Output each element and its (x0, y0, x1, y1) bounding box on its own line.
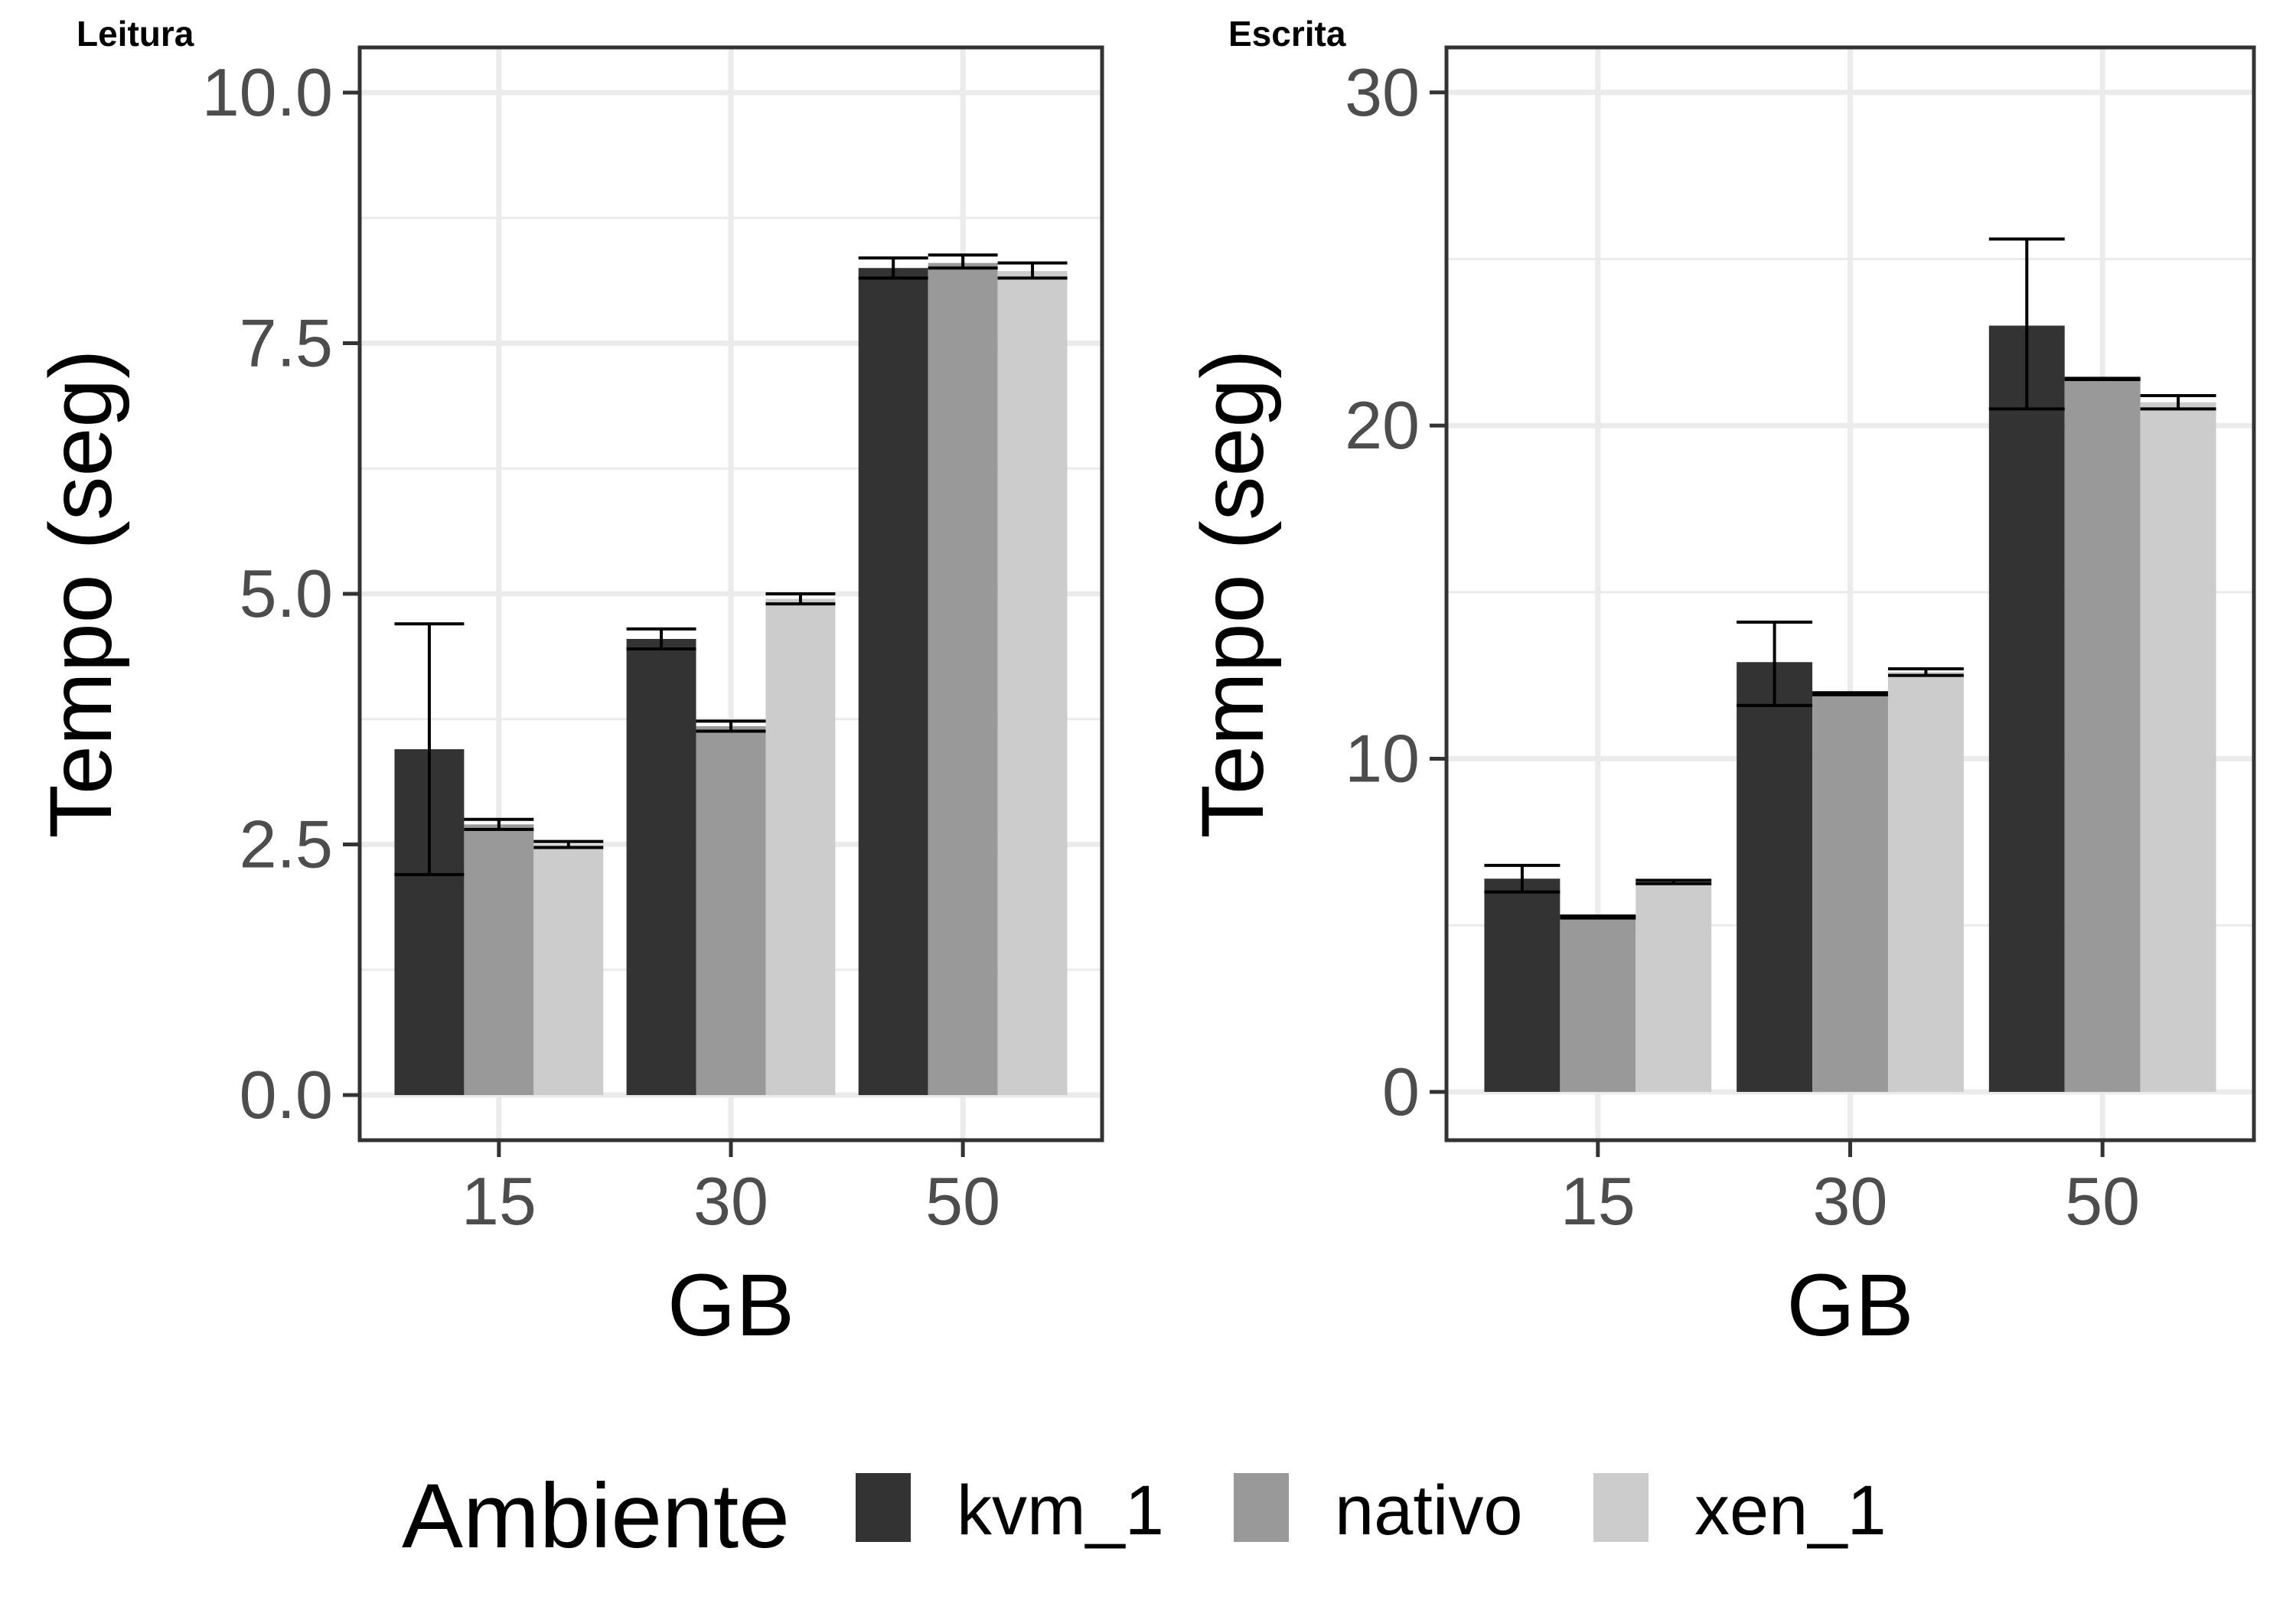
escrita-bar-xen-1-50 (2140, 402, 2216, 1092)
escrita-errorbar-xen-1-30 (1887, 667, 1964, 677)
leitura-errorbar-nativo-15 (464, 817, 534, 831)
leitura-bar-nativo-30 (696, 725, 766, 1096)
leitura-bar-kvm-1-30 (626, 638, 696, 1096)
leitura-y-tick-label: 10.0 (202, 54, 333, 130)
leitura-errorbar-nativo-50 (928, 253, 998, 270)
escrita-errorbar-kvm-1-50 (1988, 237, 2065, 411)
escrita-bar-kvm-1-50 (1988, 325, 2065, 1092)
legend-swatch-nativo (1234, 1473, 1289, 1542)
escrita-errorbar-nativo-15 (1560, 914, 1636, 920)
escrita-errorbar-kvm-1-30 (1737, 621, 1813, 707)
leitura-bar-nativo-50 (928, 262, 998, 1096)
escrita-y-tick-label: 10 (1345, 721, 1420, 797)
legend: Ambiente kvm_1 nativo xen_1 (402, 1465, 1887, 1567)
leitura-bar-xen-1-50 (997, 271, 1068, 1096)
escrita-y-tick-label: 0 (1382, 1054, 1420, 1129)
escrita-x-tick-label: 50 (2065, 1163, 2140, 1239)
leitura-bar-xen-1-15 (533, 844, 604, 1096)
leitura-errorbar-nativo-30 (696, 719, 766, 733)
escrita-bar-nativo-50 (2064, 379, 2141, 1092)
escrita-errorbar-nativo-50 (2064, 376, 2141, 382)
legend-label-nativo: nativo (1335, 1472, 1523, 1550)
escrita-errorbar-kvm-1-15 (1484, 863, 1561, 894)
leitura-errorbar-xen-1-30 (765, 592, 836, 606)
leitura-title: Leitura (77, 14, 194, 54)
leitura-y-tick-label: 2.5 (240, 807, 333, 882)
leitura-y-tick-label: 7.5 (240, 305, 333, 380)
leitura-bar-kvm-1-50 (858, 268, 928, 1096)
escrita-errorbar-nativo-30 (1812, 691, 1888, 696)
leitura-bar-nativo-15 (464, 824, 534, 1096)
escrita-bar-kvm-1-30 (1737, 662, 1813, 1092)
escrita-y-tick-label: 30 (1345, 54, 1420, 130)
leitura-x-tick-label: 50 (925, 1163, 1000, 1239)
leitura-x-tick-label: 30 (693, 1163, 768, 1239)
chart-escrita: 0 10 20 30 15 30 50 GB Tempo (seg) Escrita (1184, 14, 2256, 1354)
escrita-bar-nativo-30 (1812, 693, 1888, 1092)
escrita-y-tick-label: 20 (1345, 387, 1420, 463)
chart-leitura: 0.0 2.5 5.0 7.5 10.0 15 30 50 GB Tempo (seg) Leitu… (32, 14, 1104, 1354)
legend-title: Ambiente (402, 1465, 790, 1567)
escrita-x-tick-label: 15 (1561, 1163, 1636, 1239)
leitura-errorbar-xen-1-50 (997, 261, 1068, 280)
leitura-errorbar-kvm-1-50 (858, 256, 928, 280)
escrita-errorbar-xen-1-15 (1636, 878, 1712, 885)
leitura-y-tick-label: 0.0 (240, 1057, 333, 1133)
leitura-errorbar-kvm-1-15 (394, 622, 465, 876)
leitura-bar-xen-1-30 (765, 598, 836, 1096)
leitura-x-axis-label: GB (667, 1257, 794, 1354)
escrita-bar-xen-1-30 (1887, 672, 1964, 1092)
leitura-x-tick-label: 15 (461, 1163, 536, 1239)
legend-label-kvm-1: kvm_1 (957, 1472, 1164, 1550)
escrita-bar-kvm-1-15 (1484, 878, 1561, 1092)
escrita-bar-xen-1-15 (1636, 882, 1712, 1092)
escrita-y-axis-label: Tempo (seg) (1184, 349, 1282, 838)
legend-label-xen-1: xen_1 (1694, 1472, 1887, 1550)
leitura-y-axis-label: Tempo (seg) (32, 349, 130, 838)
leitura-errorbar-xen-1-15 (533, 839, 604, 849)
legend-swatch-kvm-1 (856, 1473, 911, 1542)
leitura-y-tick-label: 5.0 (240, 556, 333, 631)
escrita-title: Escrita (1228, 14, 1346, 54)
leitura-errorbar-kvm-1-30 (626, 627, 696, 651)
legend-swatch-xen-1 (1593, 1473, 1649, 1542)
escrita-errorbar-xen-1-50 (2140, 393, 2216, 411)
escrita-bar-nativo-15 (1560, 917, 1636, 1092)
escrita-x-axis-label: GB (1786, 1257, 1913, 1354)
escrita-x-tick-label: 30 (1813, 1163, 1888, 1239)
